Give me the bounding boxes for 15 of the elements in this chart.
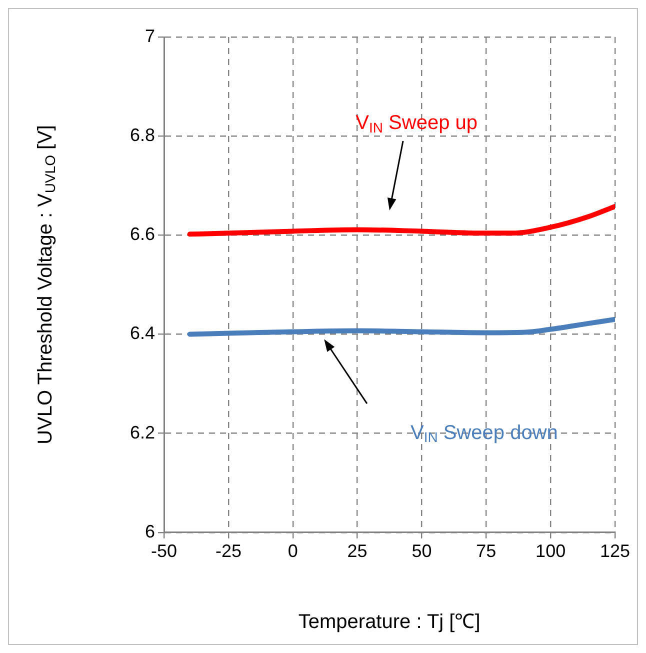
y-tick-label: 6.4 xyxy=(130,323,156,344)
y-tick-label: 7 xyxy=(145,26,156,46)
x-tick-label: 50 xyxy=(412,541,432,562)
y-tick-label: 6.8 xyxy=(130,125,156,146)
y-tick-label: 6 xyxy=(145,521,156,542)
x-tick-label: 25 xyxy=(347,541,368,562)
x-tick-label: 0 xyxy=(288,541,298,562)
y-tick-label: 6.2 xyxy=(130,422,156,442)
x-tick-label: -50 xyxy=(151,541,178,562)
x-tick-label: 100 xyxy=(536,541,566,562)
y-tick-label: 6.6 xyxy=(130,224,156,244)
x-tick-label: 125 xyxy=(600,541,630,562)
x-tick-label: -25 xyxy=(215,541,242,562)
x-tick-label: 75 xyxy=(476,541,496,562)
y-axis-title: UVLO Threshold Voltage : VUVLO [V] xyxy=(34,125,58,444)
